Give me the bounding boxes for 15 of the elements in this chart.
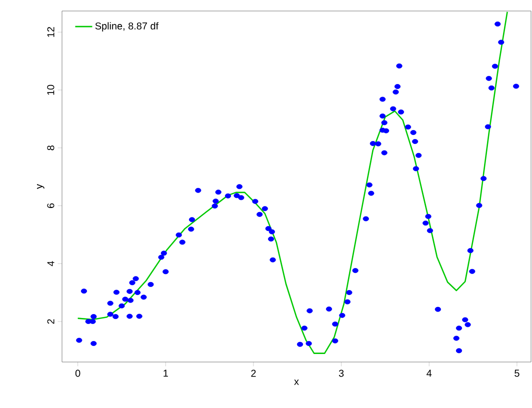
y-tick-label: 6 — [47, 203, 54, 208]
y-tick-label: 2 — [47, 319, 54, 324]
legend-label: Spline, 8.87 df — [95, 22, 159, 32]
y-tick-label: 4 — [47, 261, 54, 266]
y-tick-label: 8 — [47, 146, 54, 150]
x-axis-title: x — [294, 380, 299, 385]
y-tick-label: 10 — [47, 84, 54, 95]
x-tick-label: 5 — [514, 370, 520, 377]
x-tick-label: 3 — [338, 370, 344, 377]
y-tick-label: 12 — [47, 27, 54, 37]
y-axis-title: y — [37, 184, 44, 189]
x-tick-label: 1 — [164, 370, 168, 377]
x-tick-label: 0 — [75, 370, 80, 377]
x-tick-label: 4 — [426, 370, 432, 377]
x-tick-label: 2 — [251, 370, 256, 377]
